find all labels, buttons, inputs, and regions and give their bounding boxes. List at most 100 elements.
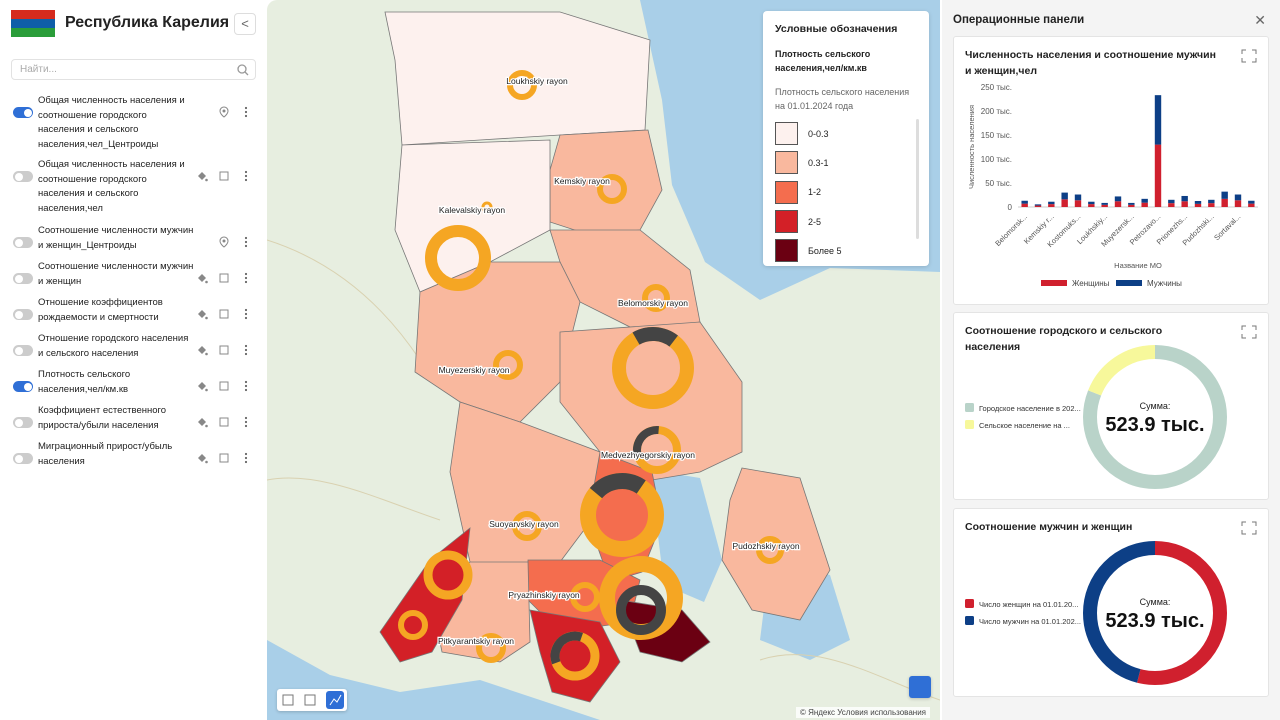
y-tick-label: 250 тыс. <box>981 83 1012 92</box>
legend-swatch <box>1116 280 1142 286</box>
layer-toggle[interactable] <box>13 345 33 356</box>
card: Численность населения и соотношение мужч… <box>953 36 1269 305</box>
legend-label: Число женщин на 01.01.20... <box>979 600 1078 609</box>
legend-swatch <box>775 151 798 175</box>
legend-label: 1-2 <box>808 187 822 198</box>
layer-icon-brush[interactable] <box>196 344 208 356</box>
layer-row: Соотношение численности мужчин и женщин <box>0 258 267 294</box>
layer-icon-brush[interactable] <box>196 170 208 182</box>
layer-toggle[interactable] <box>13 309 33 320</box>
map-tools[interactable] <box>277 689 347 711</box>
layer-icon-brush[interactable] <box>196 308 208 320</box>
legend-label: Женщины <box>1072 279 1110 288</box>
layer-label: Коэффициент естественного прироста/убыли… <box>38 405 167 431</box>
bar-segment <box>1061 192 1068 200</box>
layer-row: Отношение коэффициентов рождаемости и см… <box>0 294 267 330</box>
layer-icon-pin[interactable] <box>218 236 230 248</box>
close-button[interactable]: ✕ <box>1254 12 1266 28</box>
legend-item: 0-0.3 <box>775 119 917 148</box>
layer-icon-dots[interactable] <box>240 380 252 392</box>
layer-icon-sq[interactable] <box>218 272 230 284</box>
layer-label: Соотношение численности мужчин и женщин <box>38 261 194 287</box>
scrollbar[interactable] <box>916 119 919 239</box>
expand-icon[interactable] <box>1241 521 1257 535</box>
bar-segment <box>1181 195 1188 202</box>
map-label: Medvezhyegorskiy rayon <box>601 450 695 460</box>
layer-icon-sq[interactable] <box>218 380 230 392</box>
layer-icon-pin[interactable] <box>218 106 230 118</box>
layer-row: Соотношение численности мужчин и женщин_… <box>0 222 267 258</box>
bar-segment <box>1061 199 1068 207</box>
layer-toggle[interactable] <box>13 237 33 248</box>
layer-toggle[interactable] <box>13 107 33 118</box>
layer-icon-sq[interactable] <box>218 416 230 428</box>
legend-label: 2-5 <box>808 216 822 227</box>
layer-label: Отношение коэффициентов рождаемости и см… <box>38 297 163 323</box>
legend-label: Число мужчин на 01.01.202... <box>979 617 1081 626</box>
y-tick-label: 50 тыс. <box>985 179 1012 188</box>
layer-row: Отношение городского населения и сельско… <box>0 330 267 366</box>
layer-icon-dots[interactable] <box>240 106 252 118</box>
layer-icon-dots[interactable] <box>240 344 252 356</box>
layer-toggle[interactable] <box>13 171 33 182</box>
legend-title: Условные обозначения <box>775 23 898 35</box>
bar-segment <box>1154 95 1162 145</box>
layer-icon-dots[interactable] <box>240 272 252 284</box>
layer-row: Общая численность населения и соотношени… <box>0 92 267 156</box>
bar-segment <box>1034 204 1042 206</box>
layer-icon-dots[interactable] <box>240 236 252 248</box>
layer-icon-dots[interactable] <box>240 452 252 464</box>
collapse-button[interactable]: < <box>234 13 256 35</box>
layer-icon-dots[interactable] <box>240 170 252 182</box>
bar-segment <box>1074 200 1082 207</box>
layer-label: Общая численность населения и соотношени… <box>38 95 185 150</box>
bar-segment <box>1114 196 1122 202</box>
layer-icon-brush[interactable] <box>196 452 208 464</box>
legend-label: Более 5 <box>808 245 842 256</box>
bar-segment <box>1248 203 1255 207</box>
layer-icon-dots[interactable] <box>240 308 252 320</box>
legend-items: 0-0.3 0.3-1 1-2 2-5 Более 5 <box>775 119 917 265</box>
layer-icon-sq[interactable] <box>218 344 230 356</box>
layer-label: Миграционный прирост/убыль населения <box>38 441 173 467</box>
layer-icon-dots[interactable] <box>240 416 252 428</box>
legend-item: 1-2 <box>775 178 917 207</box>
legend-label: Мужчины <box>1147 279 1182 288</box>
card-title: Соотношение мужчин и женщин <box>965 521 1133 533</box>
layer-icon-sq[interactable] <box>218 170 230 182</box>
y-tick-label: 0 <box>1008 203 1013 212</box>
donut-center-label: Сумма: <box>1140 401 1171 411</box>
bar-segment <box>1181 201 1188 207</box>
layer-icon-sq[interactable] <box>218 452 230 464</box>
legend-label: Городское население в 202... <box>979 404 1081 413</box>
legend-item: Более 5 <box>775 236 917 265</box>
panels-title: Операционные панели <box>953 14 1085 26</box>
layer-icon-brush[interactable] <box>196 380 208 392</box>
search-input[interactable]: Найти... <box>11 59 256 80</box>
layer-icon-brush[interactable] <box>196 416 208 428</box>
layer-toggle[interactable] <box>13 381 33 392</box>
layer-icon-brush[interactable] <box>196 272 208 284</box>
attribution[interactable]: © Яндекс Условия использования <box>795 707 930 718</box>
expand-icon[interactable] <box>1241 49 1257 63</box>
donut-total: 523.9 тыс. <box>1105 414 1204 436</box>
bar-segment <box>1101 202 1108 205</box>
bar-segment <box>1221 191 1228 199</box>
bar-segment <box>1194 203 1202 207</box>
layer-toggle[interactable] <box>13 417 33 428</box>
map-label: Kemskiy rayon <box>554 176 610 186</box>
layer-toggle[interactable] <box>13 453 33 464</box>
layer-toggle[interactable] <box>13 273 33 284</box>
layer-label: Соотношение численности мужчин и женщин_… <box>38 225 194 251</box>
y-tick-label: 100 тыс. <box>981 155 1012 164</box>
bar-segment <box>1234 200 1242 207</box>
map-tool-icons <box>282 691 344 709</box>
legend-swatch <box>775 239 798 263</box>
flag <box>11 10 55 37</box>
donut-segment <box>1083 541 1227 685</box>
legend-toggle[interactable] <box>909 676 931 698</box>
expand-icon[interactable] <box>1241 325 1257 339</box>
layer-icon-sq[interactable] <box>218 308 230 320</box>
bar-segment <box>1048 201 1055 205</box>
bar-segment <box>1248 200 1255 204</box>
